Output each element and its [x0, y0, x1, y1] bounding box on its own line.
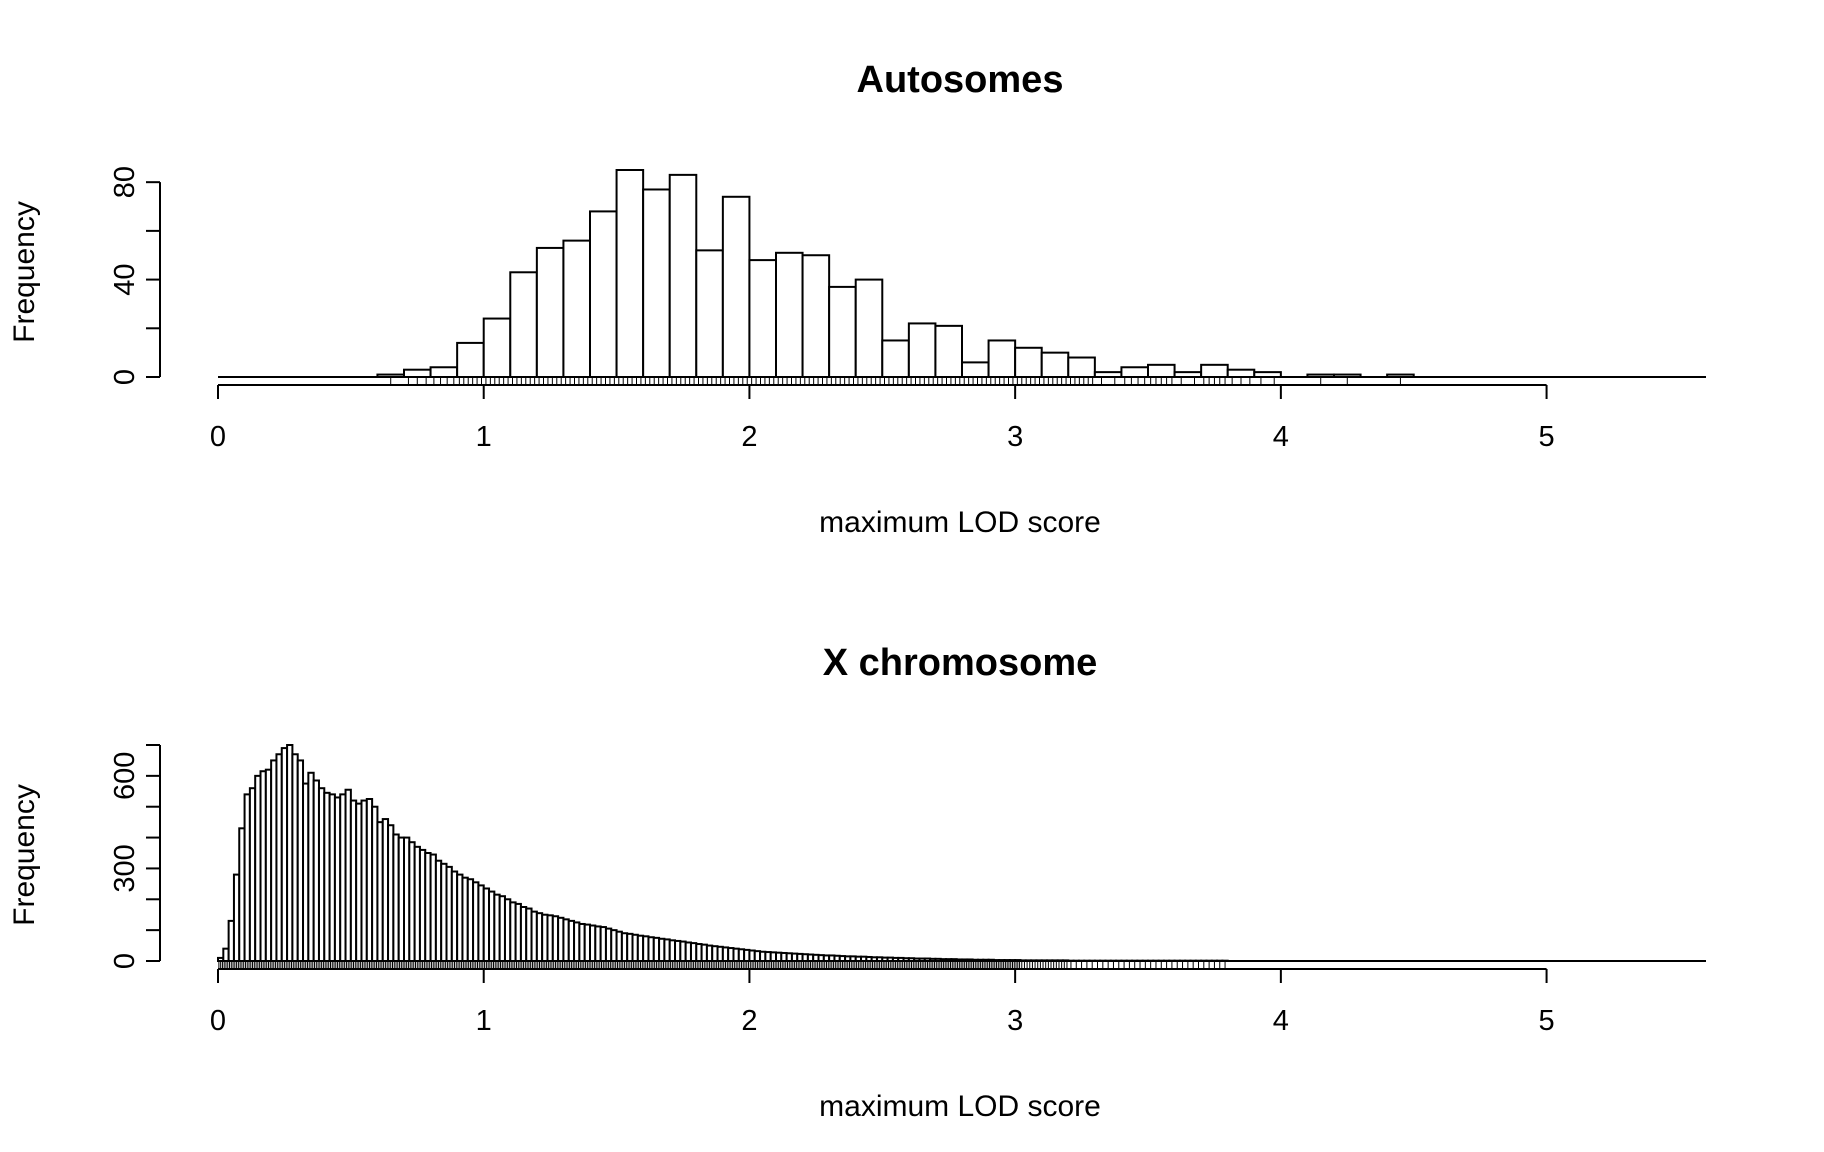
histogram-bar — [881, 339, 910, 378]
y-tick-label: 80 — [109, 166, 141, 198]
x-tick-label: 1 — [476, 421, 492, 453]
histogram-bar — [482, 317, 512, 379]
x-tick-label: 2 — [741, 1005, 757, 1037]
x-axis-label: maximum LOD score — [819, 506, 1101, 539]
histogram-bar — [1120, 366, 1150, 378]
histogram-bar — [1253, 371, 1282, 379]
x-tick-label: 4 — [1273, 1005, 1289, 1037]
y-tick-label: 600 — [109, 752, 141, 800]
histogram-bar — [801, 254, 831, 378]
histogram-bar — [535, 246, 565, 378]
panel-x-chromosome: X chromosome Frequency maximum LOD score… — [8, 642, 1706, 1123]
x-tick-label: 1 — [476, 1005, 492, 1037]
histogram-bar — [562, 239, 592, 378]
chart-title: X chromosome — [823, 642, 1098, 684]
y-axis: 0 40 80 — [109, 166, 161, 385]
histogram-bar — [775, 251, 804, 378]
histogram-bar — [668, 173, 698, 378]
y-tick-label: 0 — [109, 953, 141, 969]
histogram-bar — [456, 341, 485, 378]
x-tick-label: 5 — [1539, 1005, 1555, 1037]
x-tick-label: 5 — [1539, 421, 1555, 453]
histogram-bar — [934, 324, 964, 379]
histogram-bar — [1067, 356, 1096, 378]
histogram-bar — [961, 361, 990, 379]
histogram-bar — [1306, 373, 1336, 378]
rug-marks — [218, 961, 1226, 969]
histogram-bar — [509, 271, 538, 378]
histogram-bar — [615, 169, 645, 378]
histogram-bar — [1173, 371, 1203, 379]
histogram-bar — [1040, 351, 1070, 379]
histogram-bar — [987, 339, 1017, 378]
y-axis: 0 300 600 — [109, 744, 161, 969]
x-axis-label: maximum LOD score — [819, 1090, 1101, 1123]
histogram-bar — [1014, 346, 1043, 378]
x-tick-label: 2 — [741, 421, 757, 453]
histogram-bar — [1226, 368, 1256, 379]
histogram-bar — [721, 195, 751, 378]
histogram-bar — [589, 210, 618, 378]
bars — [217, 744, 1706, 963]
x-axis: 0 1 2 3 4 5 — [210, 968, 1555, 1037]
histogram-bar — [854, 278, 884, 378]
histogram-bar — [376, 373, 405, 378]
histogram-bar — [642, 188, 671, 378]
x-tick-label: 0 — [210, 421, 226, 453]
y-tick-label: 0 — [109, 369, 141, 385]
x-tick-label: 3 — [1007, 421, 1023, 453]
y-tick-label: 300 — [109, 844, 141, 892]
panel-autosomes: Autosomes Frequency maximum LOD score 0 1… — [8, 59, 1706, 539]
histogram-bar — [403, 368, 432, 379]
histogram-bar — [1093, 371, 1123, 379]
x-axis: 0 1 2 3 4 5 — [210, 384, 1555, 453]
y-axis-label: Frequency — [8, 201, 41, 343]
histogram-bar — [828, 285, 857, 378]
histogram-bar — [748, 259, 778, 379]
x-tick-label: 0 — [210, 1005, 226, 1037]
y-tick-label: 40 — [109, 263, 141, 295]
histogram-bar — [907, 322, 937, 378]
histogram-bar — [429, 366, 459, 378]
histogram-bar — [1333, 373, 1362, 378]
histogram-bar — [1386, 373, 1415, 378]
x-tick-label: 3 — [1007, 1005, 1023, 1037]
chart-title: Autosomes — [857, 59, 1064, 101]
x-tick-label: 4 — [1273, 421, 1289, 453]
histogram-bar — [1147, 363, 1176, 378]
histogram-bar — [1200, 363, 1229, 378]
rug-marks — [390, 377, 1401, 385]
bars — [218, 169, 1706, 379]
histogram-bar — [695, 249, 724, 378]
y-axis-label: Frequency — [8, 784, 41, 926]
